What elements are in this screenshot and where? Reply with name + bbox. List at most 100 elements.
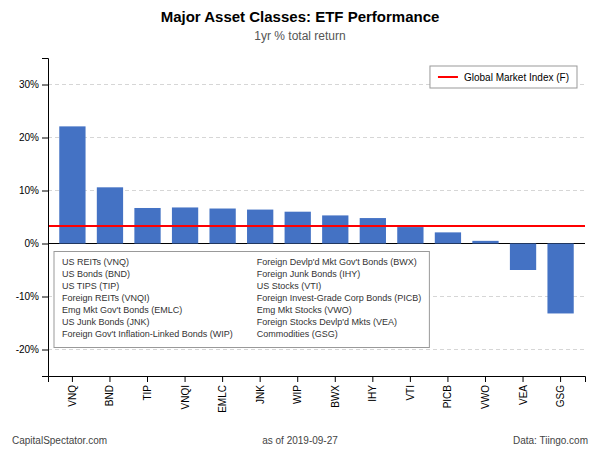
legend-label: Global Market Index (F) [464, 72, 569, 83]
x-tick: VTI [405, 376, 416, 401]
grid-line [48, 190, 585, 191]
reference-line [48, 225, 585, 227]
tick-label: 10% [19, 185, 39, 196]
tick-mark [372, 376, 373, 382]
tick-mark [42, 85, 48, 86]
tick-label: GSG [555, 385, 566, 407]
annotation-text: Foreign REITs (VNQI) [62, 293, 150, 303]
tick-mark [42, 244, 48, 245]
annotation-text: Foreign Stocks Devlp'd Mkts (VEA) [257, 317, 397, 327]
x-tick: TIP [142, 376, 153, 401]
tick-label: VWO [480, 385, 491, 409]
annotation-text: Commodities (GSG) [257, 329, 338, 339]
x-tick: JNK [255, 376, 266, 404]
x-tick: WIP [292, 376, 303, 404]
x-tick: GSG [555, 376, 566, 407]
tick-mark [485, 376, 486, 382]
annotation-text: Emg Mkt Stocks (VWO) [257, 305, 352, 315]
tick-label: 30% [19, 79, 39, 90]
x-tick: BWX [330, 376, 341, 408]
grid-line [48, 137, 585, 138]
annotation-text: US Bonds (BND) [62, 269, 130, 279]
tick-mark [222, 376, 223, 382]
tick-label: BND [104, 385, 115, 406]
bar [510, 244, 536, 271]
annotation-text: Foreign Invest-Grade Corp Bonds (PICB) [257, 293, 422, 303]
tick-mark [260, 376, 261, 382]
tick-mark [185, 376, 186, 382]
tick-label: 20% [19, 132, 39, 143]
tick-label: PICB [442, 385, 453, 409]
tick-mark [410, 376, 411, 382]
legend: Global Market Index (F) [430, 66, 577, 88]
tick-label: EMLC [217, 385, 228, 413]
x-tick: VNQ [67, 376, 78, 407]
tick-mark [42, 138, 48, 139]
tick-label: VTI [405, 385, 416, 401]
y-tick: 0% [25, 238, 48, 249]
x-tick: VNQI [180, 376, 191, 409]
annotation-text: Foreign Junk Bonds (IHY) [257, 269, 361, 279]
tick-label: 0% [25, 238, 40, 249]
grid-line [48, 349, 585, 350]
annotation-text: US REITs (VNQ) [62, 257, 129, 267]
annotation: US REITs (VNQ) US Bonds (BND) US TIPS (TIP… [54, 252, 429, 348]
tick-label: VNQI [180, 385, 191, 409]
tick-mark [42, 297, 48, 298]
tick-mark [42, 191, 48, 192]
bar [322, 215, 348, 243]
zero-line [48, 243, 585, 244]
annotation-text: US Stocks (VTI) [257, 281, 322, 291]
footer: Data: Tiingo.com [513, 435, 588, 446]
tick-label: IHY [367, 385, 378, 402]
tick-label: VEA [518, 385, 529, 405]
tick-label: -10% [16, 291, 39, 302]
chart: -20% -10% 0% 10% 20% 30% VNQ BND TIP VNQI EMLC JNK W… [0, 0, 600, 450]
y-tick: 10% [19, 185, 48, 196]
grid [48, 85, 585, 350]
y-tick: -10% [16, 291, 48, 302]
bar [435, 232, 461, 243]
tick-label: JNK [255, 385, 266, 404]
tick-mark [72, 376, 73, 382]
tick-mark [335, 376, 336, 382]
x-tick: PICB [442, 376, 453, 408]
tick-mark [447, 376, 448, 382]
bar [360, 218, 386, 243]
y-axis: -20% -10% 0% 10% 20% 30% [16, 59, 49, 377]
tick-label: WIP [292, 385, 303, 404]
y-tick: 20% [19, 132, 48, 143]
tick-mark [147, 376, 148, 382]
tick-label: -20% [16, 344, 39, 355]
axis-line [49, 377, 586, 383]
legend-box [430, 66, 577, 88]
x-tick: BND [104, 376, 115, 406]
tick-mark [42, 350, 48, 351]
tick-mark [297, 376, 298, 382]
annotation-text: US TIPS (TIP) [62, 281, 119, 291]
annotation-text: Foreign Gov't Inflation-Linked Bonds (WI… [62, 329, 233, 339]
annotation-text: Emg Mkt Gov't Bonds (EMLC) [62, 305, 182, 315]
bar [472, 241, 498, 244]
tick-mark [523, 376, 524, 382]
bar [547, 244, 573, 314]
legend-swatch [438, 76, 458, 78]
bar [97, 187, 123, 243]
tick-mark [109, 376, 110, 382]
axis-line [42, 59, 49, 377]
x-axis: VNQ BND TIP VNQI EMLC JNK WIP BWX IHY VTI PICB VWO V… [49, 376, 586, 413]
annotation-text: US Junk Bonds (JNK) [62, 317, 150, 327]
x-tick: VWO [480, 376, 491, 409]
annotation-text: Foreign Devlp'd Mkt Gov't Bonds (BWX) [257, 257, 417, 267]
title: Major Asset Classes: ETF Performance [161, 8, 440, 25]
x-tick: IHY [367, 376, 378, 402]
y-tick: -20% [16, 344, 48, 355]
tick-mark [560, 376, 561, 382]
footer: CapitalSpectator.com [12, 435, 107, 446]
tick-label: BWX [330, 385, 341, 408]
subtitle: 1yr % total return [254, 29, 345, 43]
bar [285, 212, 311, 244]
tick-label: TIP [142, 385, 153, 401]
plot-area: -20% -10% 0% 10% 20% 30% VNQ BND TIP VNQI EMLC JNK W… [16, 59, 586, 413]
x-tick: VEA [518, 376, 529, 405]
